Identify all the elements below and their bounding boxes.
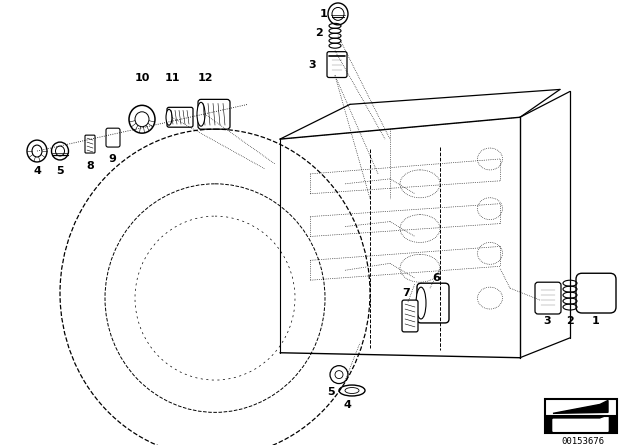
Text: 5: 5	[56, 166, 64, 176]
Bar	[545, 416, 617, 433]
Text: 8: 8	[86, 161, 94, 171]
Text: 5: 5	[327, 387, 335, 396]
FancyBboxPatch shape	[402, 300, 418, 332]
Text: 7: 7	[402, 288, 410, 298]
FancyBboxPatch shape	[106, 128, 120, 147]
Polygon shape	[553, 416, 608, 431]
Text: 2: 2	[566, 316, 574, 326]
Text: 4: 4	[343, 401, 351, 410]
Text: 1: 1	[592, 316, 600, 326]
Text: 9: 9	[108, 154, 116, 164]
FancyBboxPatch shape	[417, 283, 449, 323]
Text: 1: 1	[319, 9, 327, 19]
FancyBboxPatch shape	[576, 273, 616, 313]
Ellipse shape	[129, 105, 155, 133]
FancyBboxPatch shape	[535, 282, 561, 314]
Text: 10: 10	[134, 73, 150, 83]
Text: 12: 12	[197, 73, 212, 83]
Text: 4: 4	[33, 166, 41, 176]
FancyBboxPatch shape	[85, 135, 95, 153]
FancyBboxPatch shape	[198, 99, 230, 129]
Text: 00153676: 00153676	[561, 437, 605, 446]
Text: 3: 3	[308, 60, 316, 69]
Text: 6: 6	[432, 273, 440, 283]
FancyBboxPatch shape	[327, 52, 347, 78]
Text: 3: 3	[543, 316, 551, 326]
Ellipse shape	[416, 287, 426, 319]
Bar	[545, 400, 617, 433]
Ellipse shape	[166, 109, 172, 125]
Text: 2: 2	[316, 28, 323, 38]
Text: 11: 11	[164, 73, 180, 83]
FancyBboxPatch shape	[167, 108, 193, 127]
Polygon shape	[553, 401, 608, 414]
Ellipse shape	[197, 102, 205, 126]
